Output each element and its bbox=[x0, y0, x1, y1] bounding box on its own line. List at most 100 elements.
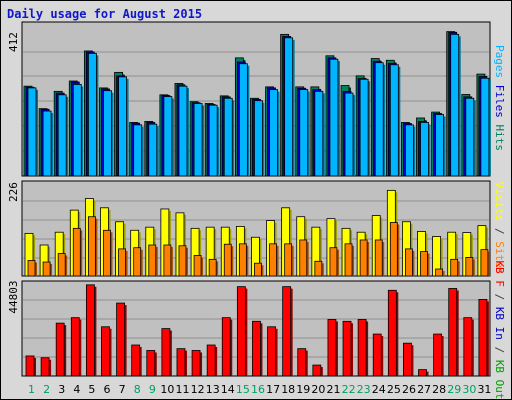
legend-kb-item-2: / bbox=[493, 294, 506, 301]
y-tick-label-1: 412 bbox=[7, 32, 20, 52]
kbf-bar-20 bbox=[312, 364, 322, 377]
day-label-15: 15 bbox=[236, 383, 250, 396]
sites-bar-21 bbox=[329, 247, 338, 277]
legend-pages-files-hits-item-3: Hits bbox=[493, 125, 506, 152]
pages-bar-2 bbox=[42, 110, 52, 177]
kbf-bar-2 bbox=[40, 357, 50, 377]
pages-bar-12 bbox=[193, 103, 203, 177]
sites-bar-29 bbox=[450, 258, 459, 277]
pages-bar-4 bbox=[72, 84, 82, 177]
kbf-bar-29 bbox=[448, 288, 458, 377]
day-label-31: 31 bbox=[477, 383, 491, 396]
kbf-bar-25 bbox=[387, 289, 397, 377]
day-label-25: 25 bbox=[387, 383, 401, 396]
day-label-21: 21 bbox=[326, 383, 340, 396]
kbf-bar-22 bbox=[342, 320, 352, 377]
legend-visits-sites-item-3: Sites bbox=[493, 241, 506, 274]
sites-bar-10 bbox=[163, 244, 172, 277]
day-label-11: 11 bbox=[176, 383, 190, 396]
pages-bar-13 bbox=[208, 104, 218, 177]
day-label-3: 3 bbox=[58, 383, 65, 396]
day-label-17: 17 bbox=[266, 383, 280, 396]
legend-kb-item-1: KB F bbox=[493, 260, 506, 287]
kbf-bar-18 bbox=[282, 286, 292, 377]
pages-bar-16 bbox=[254, 100, 263, 177]
legend-pages-files-hits-text: Pages Files Hits bbox=[493, 45, 506, 151]
legend-pages-files-hits: Pages Files Hits bbox=[493, 45, 506, 151]
legend-pages-files-hits-sep-1 bbox=[493, 78, 506, 85]
kbf-bar-5 bbox=[85, 284, 95, 377]
pages-bar-29 bbox=[450, 33, 460, 177]
kbf-bar-13 bbox=[206, 344, 216, 377]
pages-bar-8 bbox=[133, 124, 143, 177]
sites-bar-18 bbox=[284, 243, 293, 277]
pages-bar-25 bbox=[389, 64, 399, 177]
sites-bar-30 bbox=[465, 256, 474, 277]
sites-bar-5 bbox=[87, 216, 96, 277]
day-label-26: 26 bbox=[402, 383, 416, 396]
sites-bar-13 bbox=[208, 258, 217, 277]
pages-bar-30 bbox=[465, 97, 475, 177]
day-label-13: 13 bbox=[206, 383, 220, 396]
legend-visits-sites-text: Visits / Sites bbox=[493, 182, 506, 275]
day-label-8: 8 bbox=[134, 383, 141, 396]
kbf-bar-7 bbox=[116, 302, 125, 377]
sites-bar-31 bbox=[480, 249, 489, 277]
kbf-bar-31 bbox=[478, 299, 488, 377]
kbf-bar-3 bbox=[55, 322, 65, 377]
sites-bar-28 bbox=[435, 268, 444, 277]
legend-visits-sites-sep-2 bbox=[493, 235, 506, 242]
day-label-6: 6 bbox=[104, 383, 111, 396]
sites-bar-3 bbox=[57, 253, 66, 277]
day-label-27: 27 bbox=[417, 383, 431, 396]
pages-bar-23 bbox=[359, 78, 369, 177]
chart-title: Daily usage for August 2015 bbox=[7, 7, 203, 21]
kbf-bar-17 bbox=[267, 326, 276, 377]
pages-bar-15 bbox=[238, 63, 248, 177]
pages-bar-5 bbox=[87, 52, 97, 177]
sites-bar-20 bbox=[314, 260, 323, 277]
day-label-2: 2 bbox=[43, 383, 50, 396]
day-label-1: 1 bbox=[28, 383, 35, 396]
legend-kb-sep-3 bbox=[493, 340, 506, 347]
sites-bar-7 bbox=[118, 248, 126, 277]
kbf-bar-28 bbox=[433, 333, 443, 377]
sites-bar-4 bbox=[72, 227, 81, 277]
kbf-bar-11 bbox=[176, 348, 186, 377]
legend-kb-text: KB F / KB In / KB Out bbox=[493, 260, 506, 399]
kbf-bar-16 bbox=[252, 320, 261, 377]
kbf-bar-10 bbox=[161, 328, 171, 377]
kbf-bar-15 bbox=[236, 286, 246, 377]
legend-visits-sites-item-2: / bbox=[493, 228, 506, 235]
kbf-bar-27 bbox=[418, 369, 427, 377]
day-label-20: 20 bbox=[311, 383, 325, 396]
pages-bar-20 bbox=[314, 90, 324, 177]
pages-bar-9 bbox=[148, 123, 158, 177]
sites-bar-16 bbox=[254, 262, 262, 277]
kbf-bar-1 bbox=[25, 355, 35, 377]
pages-bar-28 bbox=[435, 114, 445, 177]
sites-bar-14 bbox=[223, 243, 232, 277]
kbf-bar-12 bbox=[191, 350, 201, 377]
day-label-28: 28 bbox=[432, 383, 446, 396]
sites-bar-26 bbox=[405, 248, 413, 277]
day-label-30: 30 bbox=[462, 383, 476, 396]
pages-bar-22 bbox=[344, 92, 354, 177]
sites-bar-12 bbox=[193, 255, 202, 277]
sites-bar-11 bbox=[178, 245, 187, 277]
pages-bar-1 bbox=[27, 87, 37, 177]
sites-bar-24 bbox=[374, 239, 383, 277]
sites-bar-9 bbox=[148, 244, 157, 277]
pages-bar-24 bbox=[374, 62, 384, 177]
kbf-bar-8 bbox=[131, 344, 141, 377]
sites-bar-25 bbox=[389, 222, 398, 277]
day-label-23: 23 bbox=[357, 383, 371, 396]
day-label-19: 19 bbox=[296, 383, 310, 396]
y-tick-label-3: 44803 bbox=[7, 280, 20, 313]
sites-bar-19 bbox=[299, 239, 308, 277]
pages-bar-7 bbox=[118, 76, 127, 177]
legend-kb-sep-4 bbox=[493, 353, 506, 360]
day-label-16: 16 bbox=[251, 383, 265, 396]
pages-bar-6 bbox=[103, 90, 112, 177]
